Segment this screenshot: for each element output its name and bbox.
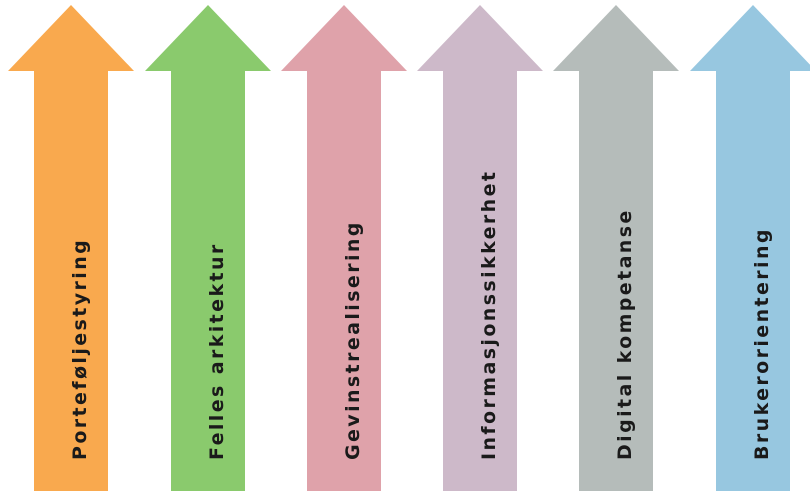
arrow-head: [553, 5, 679, 71]
arrow-label: Felles arkitektur: [206, 242, 228, 460]
arrow-brukerorientering: Brukerorientering: [690, 0, 810, 491]
arrow-head: [8, 5, 134, 71]
arrow-shaft: [34, 70, 108, 491]
arrow-felles-arkitektur: Felles arkitektur: [145, 0, 271, 491]
arrow-head: [690, 5, 810, 71]
arrow-label: Brukerorientering: [751, 227, 773, 460]
arrow-label: Gevinstrealisering: [342, 220, 364, 460]
arrow-label: Porteføljestyring: [69, 237, 91, 460]
arrow-label: Digital kompetanse: [614, 208, 636, 460]
arrow-label: Informasjonssikkerhet: [478, 169, 500, 460]
arrow-shaft: [579, 70, 653, 491]
arrow-head: [417, 5, 543, 71]
arrow-head: [281, 5, 407, 71]
arrow-digital-kompetanse: Digital kompetanse: [553, 0, 679, 491]
arrow-shaft: [307, 70, 381, 491]
arrow-shaft: [171, 70, 245, 491]
arrow-head: [145, 5, 271, 71]
arrow-portefoljestyring: Porteføljestyring: [8, 0, 134, 491]
arrow-shaft: [443, 70, 517, 491]
arrow-informasjonssikkerhet: Informasjonssikkerhet: [417, 0, 543, 491]
arrow-gevinstrealisering: Gevinstrealisering: [281, 0, 407, 491]
arrow-shaft: [716, 70, 790, 491]
